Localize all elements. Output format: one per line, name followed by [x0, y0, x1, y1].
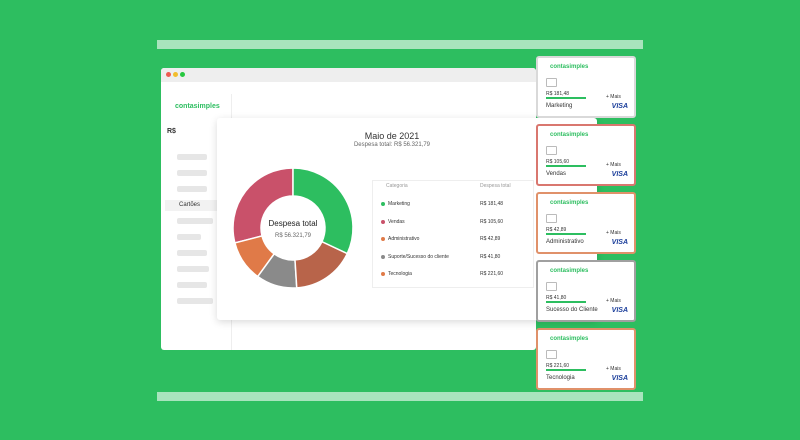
- card-network: VISA: [611, 307, 628, 314]
- report-subtitle: Despesa total: R$ 56.321,79: [353, 142, 431, 148]
- row-dot: [381, 219, 385, 224]
- card-amount: R$ 42,89: [546, 227, 567, 233]
- card-chip: [546, 350, 557, 359]
- row-category: Administrativo: [388, 236, 420, 242]
- row-amount: R$ 221,60: [480, 271, 504, 277]
- card-category: Tecnologia: [546, 375, 575, 381]
- card-brand: contasimples: [550, 132, 589, 138]
- card-chip: [546, 214, 557, 223]
- card-category: Administrativo: [546, 239, 584, 245]
- card-more: + Mais: [606, 230, 621, 236]
- top-stripe: [157, 40, 643, 49]
- row-category: Tecnologia: [388, 271, 412, 277]
- card-category: Vendas: [546, 171, 567, 177]
- card-brand: contasimples: [550, 200, 589, 206]
- card-brand: contasimples: [550, 64, 589, 70]
- card-progress: [546, 165, 586, 167]
- row-amount: R$ 181,48: [480, 201, 504, 207]
- row-dot: [381, 237, 385, 241]
- card-amount: R$ 41,80: [546, 295, 567, 301]
- card-progress: [546, 97, 586, 99]
- table-header: Categoria: [386, 183, 408, 189]
- card-chip: [546, 78, 557, 87]
- expense-card[interactable]: contasimples R$ 41,80 + Mais Sucesso do Cli…: [536, 260, 636, 322]
- balance: R$: [167, 128, 176, 135]
- card-progress: [546, 369, 586, 371]
- row-amount: R$ 41,80: [480, 253, 501, 260]
- card-chip: [546, 146, 557, 155]
- donut-center-value: R$ 56.321,79: [275, 233, 312, 239]
- donut-segment: [294, 240, 349, 289]
- card-network: VISA: [611, 375, 628, 382]
- card-amount: R$ 105,60: [546, 159, 570, 165]
- card-network: VISA: [611, 239, 628, 246]
- donut-segment: [232, 167, 294, 244]
- table: [372, 180, 534, 288]
- card-network: VISA: [611, 171, 628, 178]
- card-chip: [546, 282, 557, 291]
- donut-segment: [256, 252, 298, 289]
- menu-item-active[interactable]: Cartões: [165, 200, 225, 211]
- report-title: Maio de 2021: [364, 131, 420, 141]
- row-category: Suporte/Sucesso do cliente: [388, 253, 449, 260]
- card-progress: [546, 233, 586, 235]
- expense-card[interactable]: contasimples R$ 105,60 + Mais Vendas VISA: [536, 124, 636, 186]
- expense-card[interactable]: contasimples R$ 221,60 + Mais Tecnologia VIS…: [536, 328, 636, 390]
- card-more: + Mais: [606, 298, 621, 304]
- logo: contasimples: [175, 103, 220, 110]
- donut-segment: [292, 167, 354, 255]
- card-amount: R$ 181,48: [546, 91, 570, 97]
- row-amount: R$ 105,60: [480, 218, 504, 225]
- card-brand: contasimples: [550, 268, 589, 274]
- expense-card[interactable]: contasimples R$ 42,89 + Mais Administrativo…: [536, 192, 636, 254]
- card-more: + Mais: [606, 366, 621, 372]
- row-dot: [381, 254, 385, 259]
- row-category: Marketing: [388, 201, 410, 207]
- card-amount: R$ 221,60: [546, 363, 570, 369]
- row-amount: R$ 42,89: [480, 236, 501, 242]
- card-more: + Mais: [606, 162, 621, 168]
- title-bar: [161, 68, 536, 82]
- table-header: Despesa total: [480, 183, 511, 189]
- card-category: Marketing: [546, 103, 573, 109]
- bottom-stripe: [157, 392, 643, 401]
- card-brand: contasimples: [550, 336, 589, 342]
- card-more: + Mais: [606, 94, 621, 100]
- row-category: Vendas: [388, 218, 405, 225]
- expense-card[interactable]: contasimples R$ 181,48 + Mais Marketing VISA: [536, 56, 636, 118]
- card-category: Sucesso do Cliente: [546, 307, 598, 313]
- donut-center-title: Despesa total: [269, 219, 318, 228]
- row-dot: [381, 202, 385, 206]
- card-network: VISA: [611, 103, 628, 110]
- row-dot: [381, 272, 385, 276]
- card-progress: [546, 301, 586, 303]
